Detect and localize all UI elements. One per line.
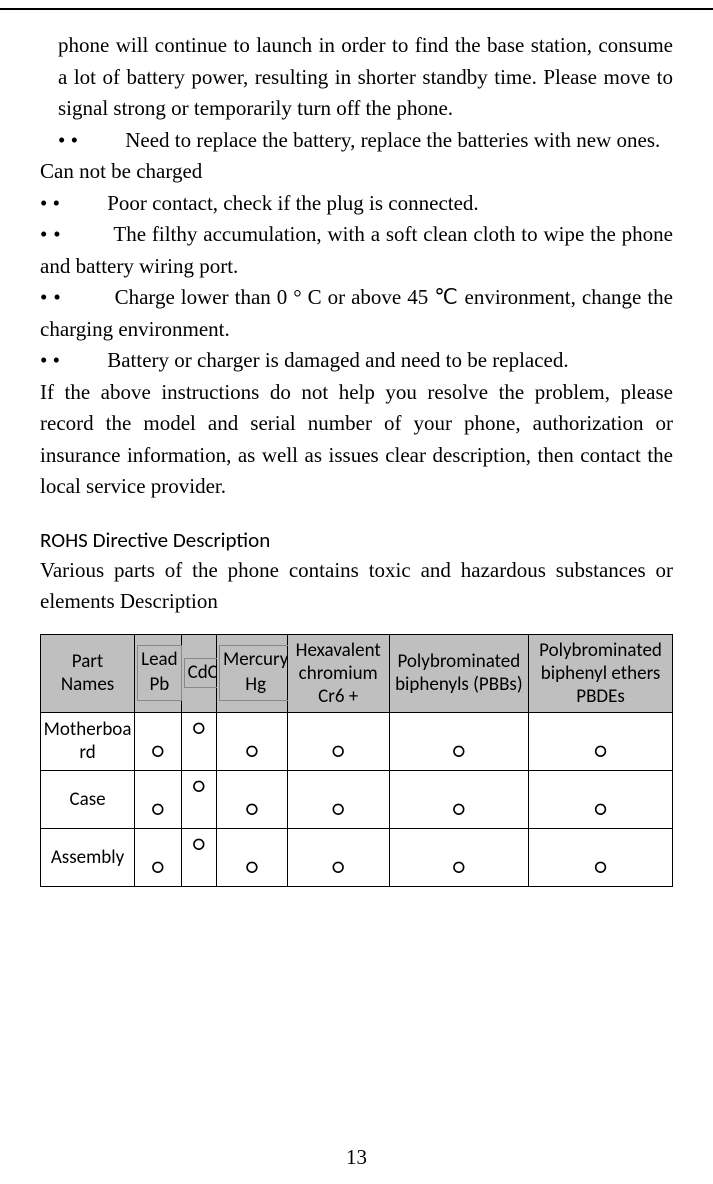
data-cell: ○ [216,828,287,886]
part-name-cell: Case [41,770,135,828]
circle-mark: ○ [453,737,465,764]
bullet-marker: • • [40,191,107,215]
header-text: Hexavalent chromium Cr6 + [296,639,381,708]
closing-paragraph: If the above instructions do not help yo… [40,377,673,503]
table-row: Motherboard ○ ○ ○ ○ ○ ○ [41,712,673,770]
part-name-cell: Motherboard [41,712,135,770]
header-lead: Lead Pb [135,634,181,712]
data-cell: ○ [287,712,389,770]
header-pbb: Polybrominated biphenyls (PBBs) [389,634,528,712]
part-name-cell: Assembly [41,828,135,886]
bullet-text: Charge lower than 0 ° C or above 45 ℃ en… [40,285,673,341]
circle-mark: ○ [332,795,344,822]
header-text: Polybrominated biphenyl ethers PBDEs [539,639,662,708]
data-cell: ○ [135,770,181,828]
data-cell: ○ [135,828,181,886]
circle-mark: ○ [332,853,344,880]
table-row: Assembly ○ ○ ○ ○ ○ ○ [41,828,673,886]
data-cell: ○ [181,770,216,828]
table-header-row: Part Names Lead Pb CdCd Mercury Hg Hexav… [41,634,673,712]
bullet-text: Battery or charger is damaged and need t… [107,348,568,372]
circle-mark: ○ [193,830,205,857]
data-cell: ○ [181,828,216,886]
header-cd: CdCd [181,634,216,712]
table-row: Case ○ ○ ○ ○ ○ ○ [41,770,673,828]
circle-mark: ○ [453,795,465,822]
rohs-description: Various parts of the phone contains toxi… [40,555,673,618]
table-body: Motherboard ○ ○ ○ ○ ○ ○ Case ○ ○ ○ ○ ○ ○… [41,712,673,886]
data-cell: ○ [181,712,216,770]
data-cell: ○ [529,828,673,886]
bullet-text: Need to replace the battery, replace the… [120,128,660,152]
intro-paragraph: phone will continue to launch in order t… [40,30,673,125]
header-chromium: Hexavalent chromium Cr6 + [287,634,389,712]
bullet-item: • • The filthy accumulation, with a soft… [40,219,673,282]
header-part-names: Part Names [41,634,135,712]
circle-mark: ○ [193,772,205,799]
data-cell: ○ [389,712,528,770]
circle-mark: ○ [152,853,164,880]
data-cell: ○ [135,712,181,770]
bullet-item: • • Battery or charger is damaged and ne… [40,345,673,377]
data-cell: ○ [529,770,673,828]
header-text: Polybrominated biphenyls (PBBs) [395,650,523,696]
circle-mark: ○ [594,853,606,880]
bullet-marker: • • [58,128,120,152]
circle-mark: ○ [246,795,258,822]
bullet-item: • • Need to replace the battery, replace… [40,125,673,157]
circle-mark: ○ [594,795,606,822]
data-cell: ○ [216,712,287,770]
header-text: Lead Pb [137,645,182,700]
data-cell: ○ [389,828,528,886]
circle-mark: ○ [152,737,164,764]
header-text: Part Names [61,650,114,696]
circle-mark: ○ [332,737,344,764]
page-content: phone will continue to launch in order t… [0,8,713,887]
bullet-item: • • Charge lower than 0 ° C or above 45 … [40,282,673,345]
bullet-marker: • • [40,222,113,246]
data-cell: ○ [529,712,673,770]
bullet-text: Poor contact, check if the plug is conne… [107,191,478,215]
header-mercury: Mercury Hg [216,634,287,712]
circle-mark: ○ [152,795,164,822]
bullet-item: • • Poor contact, check if the plug is c… [40,188,673,220]
circle-mark: ○ [246,737,258,764]
circle-mark: ○ [193,714,205,741]
bullet-text: The filthy accumulation, with a soft cle… [40,222,673,278]
data-cell: ○ [389,770,528,828]
data-cell: ○ [287,770,389,828]
rohs-table: Part Names Lead Pb CdCd Mercury Hg Hexav… [40,634,673,887]
circle-mark: ○ [453,853,465,880]
page-number: 13 [0,1145,713,1170]
header-text: Mercury Hg [219,645,292,700]
data-cell: ○ [287,828,389,886]
circle-mark: ○ [594,737,606,764]
bullet-marker: • • [40,285,115,309]
rohs-heading: ROHS Directive Description [40,527,673,553]
data-cell: ○ [216,770,287,828]
header-pbde: Polybrominated biphenyl ethers PBDEs [529,634,673,712]
section-heading: Can not be charged [40,156,673,188]
bullet-marker: • • [40,348,107,372]
circle-mark: ○ [246,853,258,880]
